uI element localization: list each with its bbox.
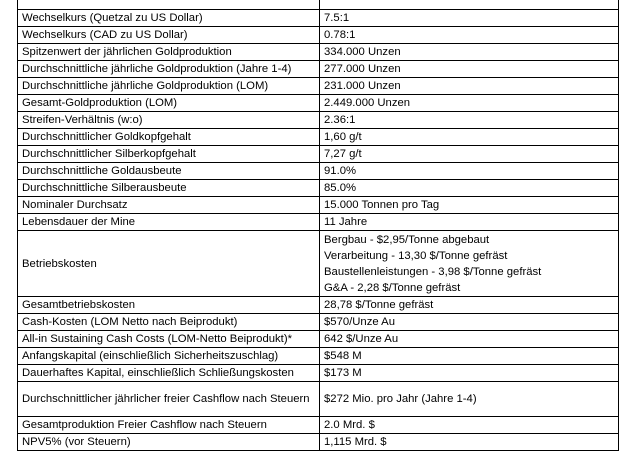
value-cell: 334.000 Unzen [319, 43, 619, 61]
label-cell: Betriebskosten [17, 230, 320, 297]
table-row: Nominaler Durchsatz 15.000 Tonnen pro Tag [17, 196, 619, 214]
table-row: Durchschnittlicher Silberkopfgehalt 7,27 … [17, 145, 619, 163]
value-cell: 7.5:1 [319, 9, 619, 27]
label-cell: Durchschnittliche Silberausbeute [17, 179, 320, 197]
label-cell: Wechselkurs (CAD zu US Dollar) [17, 26, 320, 44]
table-row: Streifen-Verhältnis (w:o) 2.36:1 [17, 111, 619, 129]
value-cell: 85.0% [319, 179, 619, 197]
label-cell: Durchschnittliche jährliche Goldprodukti… [17, 77, 320, 95]
label-cell: Gesamtproduktion Freier Cashflow nach St… [17, 416, 320, 434]
label-cell: Durchschnittliche jährliche Goldprodukti… [17, 60, 320, 78]
value-cell: 1,60 g/t [319, 128, 619, 146]
value-line: G&A - 2,28 $/Tonne gefräst [324, 281, 461, 294]
value-cell: 277.000 Unzen [319, 60, 619, 78]
value-cell: 15.000 Tonnen pro Tag [319, 196, 619, 214]
value-cell: 642 $/Unze Au [319, 330, 619, 348]
label-cell: NPV5% (vor Steuern) [17, 433, 320, 451]
value-cell: 231.000 Unzen [319, 77, 619, 95]
label-cell: Gesamtbetriebskosten [17, 296, 320, 314]
table-row: Wechselkurs (CAD zu US Dollar) 0.78:1 [17, 26, 619, 44]
label-cell: Lebensdauer der Mine [17, 213, 320, 231]
label-cell: Anfangskapital (einschließlich Sicherhei… [17, 347, 320, 365]
label-cell: Durchschnittliche Goldausbeute [17, 162, 320, 180]
value-line: Bergbau - $2,95/Tonne abgebaut [324, 233, 490, 246]
table-row: Anfangskapital (einschließlich Sicherhei… [17, 347, 619, 365]
table-row: Gesamtbetriebskosten 28,78 $/Tonne gefräs… [17, 296, 619, 314]
table-row: Dauerhaftes Kapital, einschließlich Schl… [17, 364, 619, 382]
label-cell: Durchschnittlicher Goldkopfgehalt [17, 128, 320, 146]
label-cell: Dauerhaftes Kapital, einschließlich Schl… [17, 364, 320, 382]
table-container: Wechselkurs (Quetzal zu US Dollar) 7.5:1 W… [17, 0, 619, 451]
label-cell: Wechselkurs (Quetzal zu US Dollar) [17, 9, 320, 27]
cut-row [17, 0, 619, 10]
label-cell: Spitzenwert der jährlichen Goldproduktio… [17, 43, 320, 61]
data-table: Wechselkurs (Quetzal zu US Dollar) 7.5:1 W… [17, 0, 619, 451]
table-row: Cash-Kosten (LOM Netto nach Beiprodukt) $… [17, 313, 619, 331]
value-cell: $272 Mio. pro Jahr (Jahre 1-4) [319, 381, 619, 417]
label-cell: Nominaler Durchsatz [17, 196, 320, 214]
table-row: Durchschnittlicher jährlicher freier Cas… [17, 381, 619, 417]
table-row: Durchschnittliche jährliche Goldprodukti… [17, 77, 619, 95]
table-row: Durchschnittliche Silberausbeute 85.0% [17, 179, 619, 197]
table-row: Lebensdauer der Mine 11 Jahre [17, 213, 619, 231]
table-row: Gesamt-Goldproduktion (LOM) 2.449.000 Unz… [17, 94, 619, 112]
value-cell: 2.0 Mrd. $ [319, 416, 619, 434]
table-row: Betriebskosten Bergbau - $2,95/Tonne abge… [17, 230, 619, 297]
value-cell: Bergbau - $2,95/Tonne abgebaut Verarbeitu… [319, 230, 619, 297]
value-cell: 11 Jahre [319, 213, 619, 231]
label-cell: Durchschnittlicher Silberkopfgehalt [17, 145, 320, 163]
label-cell: Gesamt-Goldproduktion (LOM) [17, 94, 320, 112]
value-cell: 28,78 $/Tonne gefräst [319, 296, 619, 314]
table-row: All-in Sustaining Cash Costs (LOM-Netto … [17, 330, 619, 348]
value-cell: $173 M [319, 364, 619, 382]
table-row: Durchschnittliche Goldausbeute 91.0% [17, 162, 619, 180]
table-row: NPV5% (vor Steuern) 1,115 Mrd. $ [17, 433, 619, 451]
table-row: Durchschnittliche jährliche Goldprodukti… [17, 60, 619, 78]
value-cell: 91.0% [319, 162, 619, 180]
value-cell: $570/Unze Au [319, 313, 619, 331]
table-row: Durchschnittlicher Goldkopfgehalt 1,60 g/… [17, 128, 619, 146]
label-cell: Durchschnittlicher jährlicher freier Cas… [17, 381, 320, 417]
table-row: Spitzenwert der jährlichen Goldproduktio… [17, 43, 619, 61]
value-cell: $548 M [319, 347, 619, 365]
value-cell: 1,115 Mrd. $ [319, 433, 619, 451]
value-cell: 7,27 g/t [319, 145, 619, 163]
cell [17, 0, 320, 10]
label-cell: Streifen-Verhältnis (w:o) [17, 111, 320, 129]
value-cell: 2.449.000 Unzen [319, 94, 619, 112]
cell [319, 0, 619, 10]
label-cell: All-in Sustaining Cash Costs (LOM-Netto … [17, 330, 320, 348]
table-row: Wechselkurs (Quetzal zu US Dollar) 7.5:1 [17, 9, 619, 27]
value-line: Baustellenleistungen - 3,98 $/Tonne gefr… [324, 265, 542, 278]
label-cell: Cash-Kosten (LOM Netto nach Beiprodukt) [17, 313, 320, 331]
table-row: Gesamtproduktion Freier Cashflow nach St… [17, 416, 619, 434]
value-cell: 2.36:1 [319, 111, 619, 129]
value-cell: 0.78:1 [319, 26, 619, 44]
value-line: Verarbeitung - 13,30 $/Tonne gefräst [324, 249, 508, 262]
